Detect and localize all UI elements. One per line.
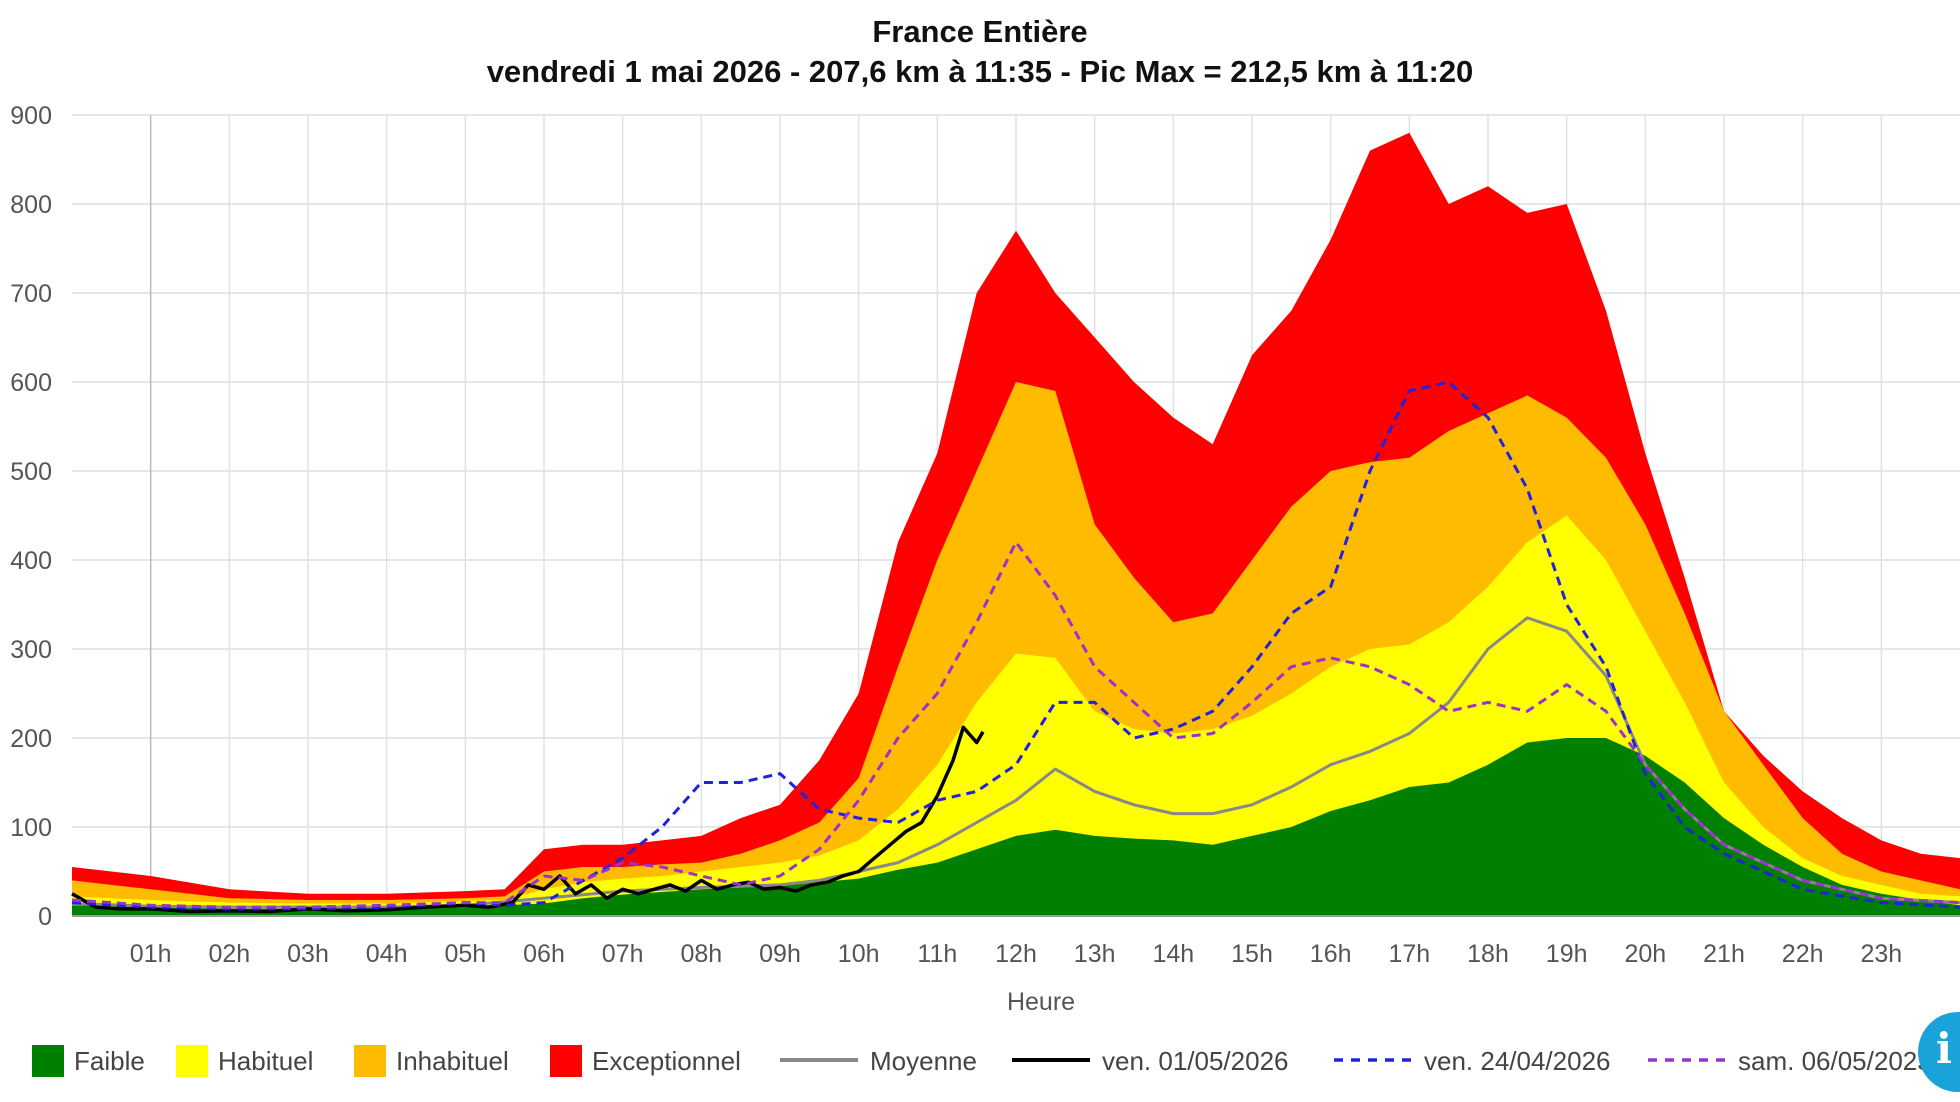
series-line-1 xyxy=(71,725,985,914)
x-tick-label: 19h xyxy=(1546,940,1588,968)
legend-item[interactable]: Moyenne xyxy=(780,1046,977,1076)
legend-item[interactable]: sam. 06/05/2023 xyxy=(1648,1046,1932,1076)
x-tick-label: 06h xyxy=(523,940,565,968)
x-tick-label: 23h xyxy=(1860,940,1902,968)
legend-label: sam. 06/05/2023 xyxy=(1738,1046,1932,1076)
x-tick-label: 10h xyxy=(838,940,880,968)
band-faible xyxy=(72,738,1960,916)
x-tick-label: 08h xyxy=(680,940,722,968)
legend-label: ven. 01/05/2026 xyxy=(1102,1046,1289,1076)
y-tick-label: 600 xyxy=(10,369,52,397)
y-tick-label: 800 xyxy=(10,191,52,219)
legend[interactable]: Faible Habituel Inhabituel Exceptionnel Moye… xyxy=(32,1045,1932,1077)
y-tick-label: 200 xyxy=(10,725,52,753)
x-tick-label: 22h xyxy=(1782,940,1824,968)
legend-item[interactable]: Exceptionnel xyxy=(550,1045,741,1077)
legend-label: Exceptionnel xyxy=(592,1046,741,1076)
legend-label: Inhabituel xyxy=(396,1046,509,1076)
band-areas xyxy=(72,132,1960,917)
y-tick-label: 100 xyxy=(10,814,52,842)
x-tick-label: 17h xyxy=(1388,940,1430,968)
legend-swatch xyxy=(550,1045,582,1077)
x-tick-label: 21h xyxy=(1703,940,1745,968)
legend-item[interactable]: Faible xyxy=(32,1045,145,1077)
legend-label: Habituel xyxy=(218,1046,313,1076)
chart-subtitle: vendredi 1 mai 2026 - 207,6 km à 11:35 -… xyxy=(487,54,1474,89)
x-tick-label: 18h xyxy=(1467,940,1509,968)
chart-title: France Entière xyxy=(872,14,1087,49)
legend-swatch xyxy=(32,1045,64,1077)
x-tick-label: 04h xyxy=(366,940,408,968)
legend-item[interactable]: ven. 24/04/2026 xyxy=(1334,1046,1611,1076)
x-tick-label: 11h xyxy=(917,940,957,968)
legend-label: Faible xyxy=(74,1046,145,1076)
info-icon: i xyxy=(1936,1024,1952,1073)
legend-swatch xyxy=(176,1045,208,1077)
y-tick-label: 900 xyxy=(10,102,52,130)
legend-item[interactable]: Habituel xyxy=(176,1045,313,1077)
x-tick-label: 13h xyxy=(1074,940,1116,968)
legend-label: ven. 24/04/2026 xyxy=(1424,1046,1611,1076)
axes: 0 100 200 300 400 500 600 700 800 900 01h 02h 03h 04h… xyxy=(10,102,1960,968)
x-axis-title: Heure xyxy=(1007,988,1075,1016)
series-line-2 xyxy=(71,380,1960,911)
y-tick-label: 400 xyxy=(10,547,52,575)
x-tick-label: 02h xyxy=(208,940,250,968)
x-tick-label: 01h xyxy=(130,940,172,968)
x-tick-label: 03h xyxy=(287,940,329,968)
x-tick-label: 16h xyxy=(1310,940,1352,968)
y-tick-label: 300 xyxy=(10,636,52,664)
series-lines xyxy=(71,380,1960,914)
legend-label: Moyenne xyxy=(870,1046,977,1076)
y-tick-label: 500 xyxy=(10,458,52,486)
series-line-3 xyxy=(71,540,1960,909)
legend-item[interactable]: ven. 01/05/2026 xyxy=(1012,1046,1289,1076)
x-tick-label: 09h xyxy=(759,940,801,968)
x-tick-label: 14h xyxy=(1152,940,1194,968)
x-tick-label: 12h xyxy=(995,940,1037,968)
y-tick-label: 700 xyxy=(10,280,52,308)
x-tick-label: 07h xyxy=(602,940,644,968)
legend-swatch xyxy=(354,1045,386,1077)
x-tick-label: 20h xyxy=(1624,940,1666,968)
y-tick-label: 0 xyxy=(38,903,52,931)
x-tick-label: 15h xyxy=(1231,940,1273,968)
legend-item[interactable]: Inhabituel xyxy=(354,1045,509,1077)
x-tick-label: 05h xyxy=(444,940,486,968)
